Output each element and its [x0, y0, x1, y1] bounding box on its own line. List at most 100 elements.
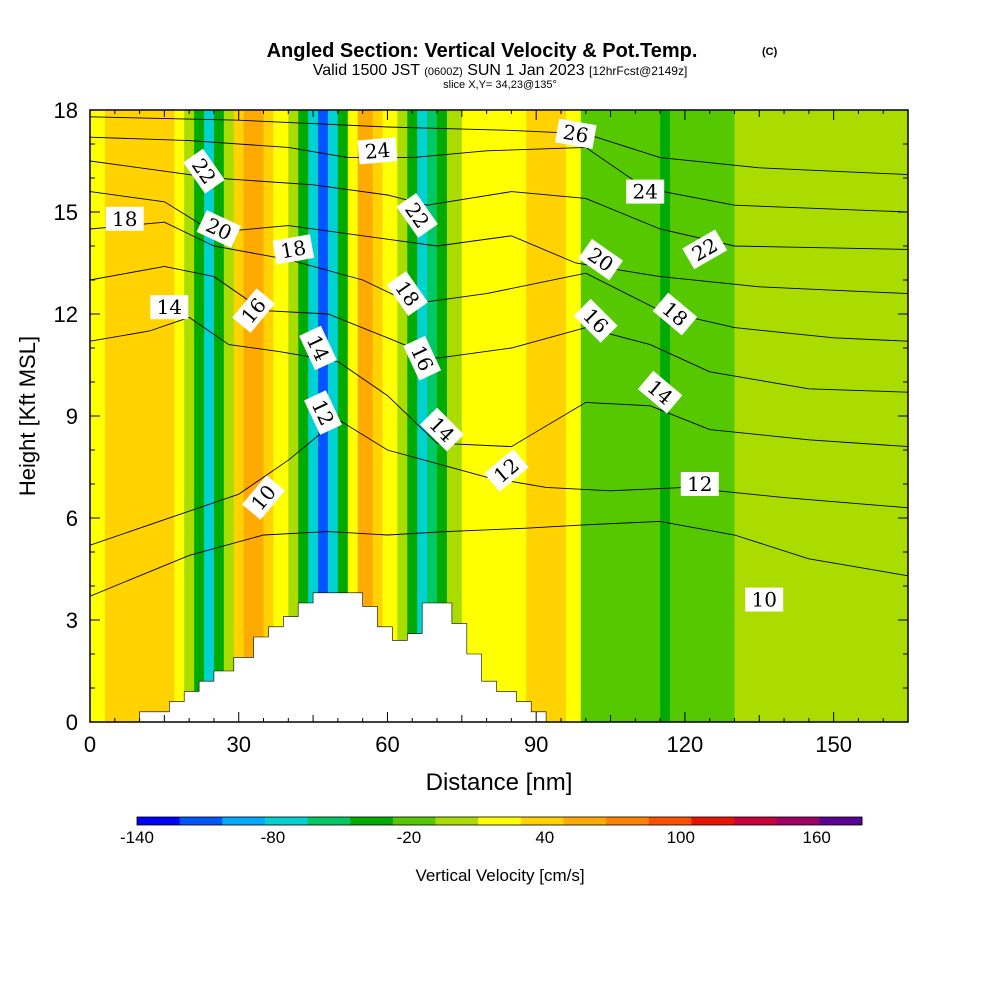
contour-label-text: 14 [157, 295, 182, 319]
x-tick-label: 90 [524, 732, 548, 757]
contour-label-15: 26 [555, 118, 597, 149]
velocity-band-20 [372, 110, 384, 722]
theta-contour-24 [90, 136, 908, 213]
contour-label-bg [578, 238, 624, 281]
velocity-band-22 [397, 110, 409, 722]
colorbar-swatch [520, 817, 564, 825]
contour-label-bg [652, 292, 698, 336]
velocity-band-36 [704, 110, 736, 722]
colorbar-frame [136, 816, 863, 826]
velocity-band-18 [347, 110, 359, 722]
contour-label-text: 12 [687, 472, 712, 496]
x-tick-label: 150 [815, 732, 852, 757]
velocity-band-8 [233, 110, 245, 722]
y-tick-label: 0 [66, 710, 78, 735]
y-tick-label: 3 [66, 608, 78, 633]
subtitle-valid: Valid 1500 JST [313, 62, 421, 79]
velocity-band-24 [417, 110, 428, 722]
velocity-band-28 [461, 110, 483, 722]
velocity-band-12 [288, 110, 300, 722]
velocity-band-31 [565, 110, 582, 722]
contour-label-bg [357, 137, 398, 165]
colorbar-swatch [691, 817, 735, 825]
colorbar-swatch [478, 817, 522, 825]
velocity-band-32 [580, 110, 602, 722]
x-tick-label: 60 [375, 732, 399, 757]
velocity-band-5 [204, 110, 215, 722]
colorbar [136, 816, 863, 826]
colorbar-label: Vertical Velocity [cm/s] [415, 866, 584, 885]
subtitle-forecast: [12hrFcst@2149z] [589, 64, 687, 78]
contour-label-1: 18 [105, 206, 144, 231]
theta-contour-10 [90, 520, 908, 597]
contour-label-bg [420, 407, 464, 452]
velocity-band-37 [734, 110, 775, 722]
velocity-field [90, 110, 908, 722]
velocity-band-10 [263, 110, 275, 722]
contour-label-bg [555, 118, 597, 149]
velocity-band-9 [243, 110, 265, 722]
chart-subtitle: Valid 1500 JST (0600Z) SUN 1 Jan 2023 [1… [313, 62, 688, 79]
velocity-band-19 [357, 110, 374, 722]
colorbar-tick-label: 40 [535, 828, 554, 847]
velocity-band-38 [774, 110, 820, 722]
theta-contour-16 [90, 265, 908, 393]
x-tick-label: 0 [84, 732, 96, 757]
chart-title: Angled Section: Vertical Velocity & Pot.… [267, 40, 698, 62]
x-tick-label: 120 [667, 732, 704, 757]
velocity-band-13 [298, 110, 309, 722]
contour-label-bg [150, 295, 189, 320]
y-axis: 0 3 6 9 12 15 18 [54, 98, 908, 735]
x-axis: 0 30 60 90 120 150 [84, 110, 909, 757]
y-tick-label: 12 [54, 302, 78, 327]
contour-label-bg [573, 298, 618, 343]
contour-label-bg [484, 448, 529, 492]
colorbar-swatch [137, 817, 181, 825]
x-tick-label: 30 [226, 732, 250, 757]
contour-label-bg [626, 179, 665, 204]
contour-label-4: 18 [272, 234, 315, 265]
colorbar-swatch [648, 817, 692, 825]
contour-label-23: 10 [745, 587, 784, 612]
theta-contour-18 [90, 221, 908, 342]
colorbar-tick-label: -140 [120, 828, 154, 847]
contour-label-bg [272, 234, 315, 265]
velocity-band-6 [213, 110, 225, 722]
velocity-band-23 [407, 110, 418, 722]
contour-label-text: 24 [364, 138, 391, 164]
contour-label-text: 24 [632, 180, 657, 204]
velocity-band-29 [481, 110, 528, 722]
colorbar-swatch [563, 817, 607, 825]
contour-label-bg [183, 148, 225, 194]
y-tick-label: 6 [66, 506, 78, 531]
velocity-band-21 [382, 110, 399, 722]
colorbar-tick-label: 100 [667, 828, 695, 847]
colorbar-swatch [606, 817, 650, 825]
velocity-band-4 [194, 110, 205, 722]
contour-label-bg [745, 587, 784, 612]
colorbar-tick-label: -80 [261, 828, 286, 847]
theta-contour-26 [90, 116, 908, 176]
contour-label-bg [396, 192, 438, 238]
colorbar-ticks: -140 -80 -20 40 100 160 [120, 828, 831, 847]
terrain [139, 592, 547, 722]
subtitle-utc: (0600Z) [424, 66, 463, 78]
contour-label-bg [299, 325, 337, 371]
theta-contour-20 [90, 191, 908, 295]
contour-label-22: 12 [680, 472, 719, 496]
y-tick-label: 15 [54, 200, 78, 225]
contour-label-bg [232, 288, 276, 333]
contour-label-21: 14 [637, 370, 683, 414]
contour-label-text: 26 [561, 120, 590, 148]
y-axis-label: Height [Kft MSL] [15, 336, 40, 496]
slice-note: slice X,Y= 34,23@135° [443, 79, 557, 91]
colorbar-swatch [222, 817, 266, 825]
colorbar-swatch [776, 817, 820, 825]
colorbar-tick-label: 160 [803, 828, 831, 847]
contour-label-text: 18 [279, 235, 308, 263]
contour-label-6: 24 [357, 137, 398, 165]
contour-label-bg [196, 210, 242, 248]
